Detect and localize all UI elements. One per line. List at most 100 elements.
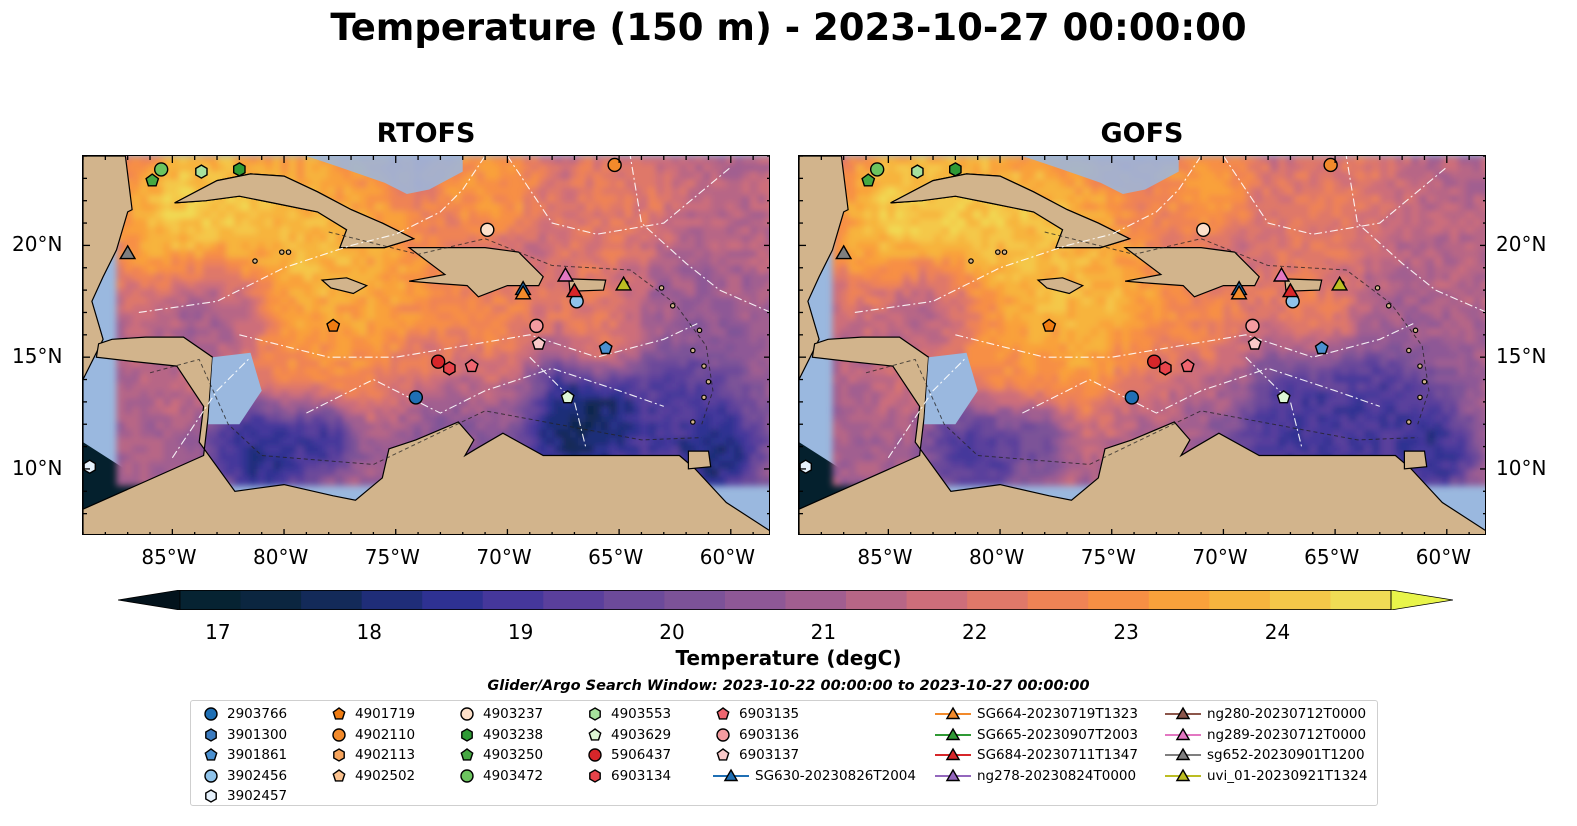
marker-4903238[interactable] — [948, 162, 962, 177]
legend-label: 4901719 — [355, 706, 416, 722]
marker-uvi_01-20230921t1324[interactable] — [614, 275, 633, 291]
marker-sg652-20230901t1200[interactable] — [835, 244, 853, 260]
marker-sg664-20230719t1323[interactable] — [1230, 284, 1248, 300]
marker-6903137[interactable] — [531, 336, 546, 350]
legend-marker-icon — [332, 727, 346, 742]
legend-marker-shape[interactable] — [716, 707, 730, 720]
legend-label: 3902457 — [227, 788, 288, 804]
lon-tick-label: 75°W — [1080, 545, 1136, 569]
marker-4903238[interactable] — [232, 162, 246, 177]
legend-marker-shape[interactable] — [589, 707, 601, 721]
legend-marker-shape[interactable] — [204, 707, 218, 721]
legend-marker-shape[interactable] — [332, 727, 346, 742]
legend-marker-shape[interactable] — [461, 727, 473, 742]
marker-sg684-20230711t1347[interactable] — [565, 282, 584, 298]
marker-sg652-20230901t1200[interactable] — [119, 244, 137, 260]
legend-marker-shape[interactable] — [460, 748, 474, 761]
legend-marker-icon — [332, 768, 346, 782]
legend-marker-shape[interactable] — [945, 727, 961, 740]
legend-label: 6903137 — [739, 747, 800, 763]
legend-marker-shape[interactable] — [945, 747, 961, 761]
marker-3901861[interactable] — [598, 340, 613, 355]
legend-marker-shape[interactable] — [716, 727, 730, 742]
legend-marker-shape[interactable] — [945, 706, 961, 720]
marker-4903237[interactable] — [1196, 222, 1211, 237]
legend-item: uvi_01-20230921T1324 — [1165, 766, 1367, 786]
legend-marker-shape[interactable] — [204, 748, 218, 761]
marker-6903137[interactable] — [1247, 336, 1262, 350]
marker-6903136[interactable] — [529, 318, 544, 334]
legend-item: 4903250 — [457, 745, 543, 765]
marker-5906437[interactable] — [1146, 354, 1162, 369]
lon-tick-label: 80°W — [253, 545, 309, 569]
marker-4903629[interactable] — [560, 390, 575, 404]
marker-4903472[interactable] — [869, 162, 885, 177]
marker-3902457[interactable] — [83, 459, 97, 475]
legend-marker-icon — [461, 727, 473, 742]
marker-2903766[interactable] — [1124, 390, 1140, 405]
legend-label: 4902502 — [355, 767, 416, 784]
legend-marker-shape[interactable] — [716, 748, 730, 761]
marker-6903135[interactable] — [1180, 358, 1195, 373]
marker-4903553[interactable] — [911, 164, 924, 179]
legend-marker-shape[interactable] — [588, 727, 602, 741]
legend-marker-shape[interactable] — [945, 768, 961, 781]
legend-marker-shape[interactable] — [589, 768, 601, 783]
legend-marker-shape[interactable] — [1175, 747, 1191, 761]
marker-4901719[interactable] — [1042, 318, 1057, 332]
map-panel-rtofs[interactable] — [82, 155, 770, 535]
marker-5906437[interactable] — [430, 354, 446, 369]
colorbar-tick-label: 21 — [810, 620, 837, 644]
marker-4903472[interactable] — [153, 162, 169, 177]
marker-2903766[interactable] — [408, 390, 424, 405]
legend-marker-shape[interactable] — [460, 768, 474, 783]
colorbar-segment — [846, 590, 908, 610]
legend-marker-shape[interactable] — [1175, 706, 1191, 720]
marker-ng289-20230712t0000[interactable] — [1272, 266, 1291, 282]
marker-6903134[interactable] — [1159, 361, 1172, 376]
legend-marker-shape[interactable] — [205, 727, 217, 742]
legend-marker-icon — [589, 707, 601, 721]
lon-tick-label: 80°W — [969, 545, 1025, 569]
legend-label: 4902110 — [355, 726, 416, 743]
legend-marker-icon — [1165, 706, 1201, 720]
legend-marker-icon — [716, 707, 730, 720]
marker-3902457[interactable] — [799, 459, 813, 475]
marker-4903553[interactable] — [195, 164, 208, 179]
marker-4903237[interactable] — [480, 222, 495, 237]
legend-label: ng278-20230824T0000 — [977, 767, 1137, 784]
legend-item: SG630-20230826T2004 — [713, 766, 916, 786]
marker-3901861[interactable] — [1314, 340, 1329, 355]
marker-6903134[interactable] — [443, 361, 456, 376]
marker-sg664-20230719t1323[interactable] — [514, 284, 532, 300]
lon-tick-label: 85°W — [857, 545, 913, 569]
marker-4902110[interactable] — [1323, 157, 1338, 173]
legend-marker-shape[interactable] — [333, 748, 345, 762]
legend-label: SG664-20230719T1323 — [977, 706, 1138, 722]
map-canvas-gofs — [799, 156, 1485, 534]
marker-4903629[interactable] — [1276, 390, 1291, 404]
legend-marker-shape[interactable] — [460, 707, 474, 721]
legend-marker-shape[interactable] — [204, 768, 218, 783]
marker-6903135[interactable] — [464, 358, 479, 373]
legend-marker-shape[interactable] — [205, 789, 217, 803]
marker-4903250[interactable] — [861, 173, 876, 187]
marker-uvi_01-20230921t1324[interactable] — [1330, 275, 1349, 291]
marker-ng289-20230712t0000[interactable] — [556, 266, 575, 282]
marker-4901719[interactable] — [326, 318, 341, 332]
legend-marker-shape[interactable] — [1175, 727, 1191, 740]
colorbar-tick-label: 23 — [1113, 620, 1139, 644]
marker-4903250[interactable] — [145, 173, 160, 187]
legend-marker-icon — [1165, 768, 1201, 781]
legend-marker-shape[interactable] — [723, 768, 739, 781]
marker-4902110[interactable] — [607, 157, 622, 173]
legend-item: 4903237 — [457, 704, 543, 724]
map-panel-gofs[interactable] — [798, 155, 1486, 535]
legend-marker-shape[interactable] — [332, 707, 346, 720]
legend-marker-shape[interactable] — [588, 748, 602, 762]
marker-sg684-20230711t1347[interactable] — [1281, 282, 1300, 298]
legend-marker-shape[interactable] — [332, 768, 346, 782]
marker-6903136[interactable] — [1245, 318, 1260, 334]
legend-marker-shape[interactable] — [1175, 768, 1191, 781]
colorbar-segment — [906, 590, 968, 610]
